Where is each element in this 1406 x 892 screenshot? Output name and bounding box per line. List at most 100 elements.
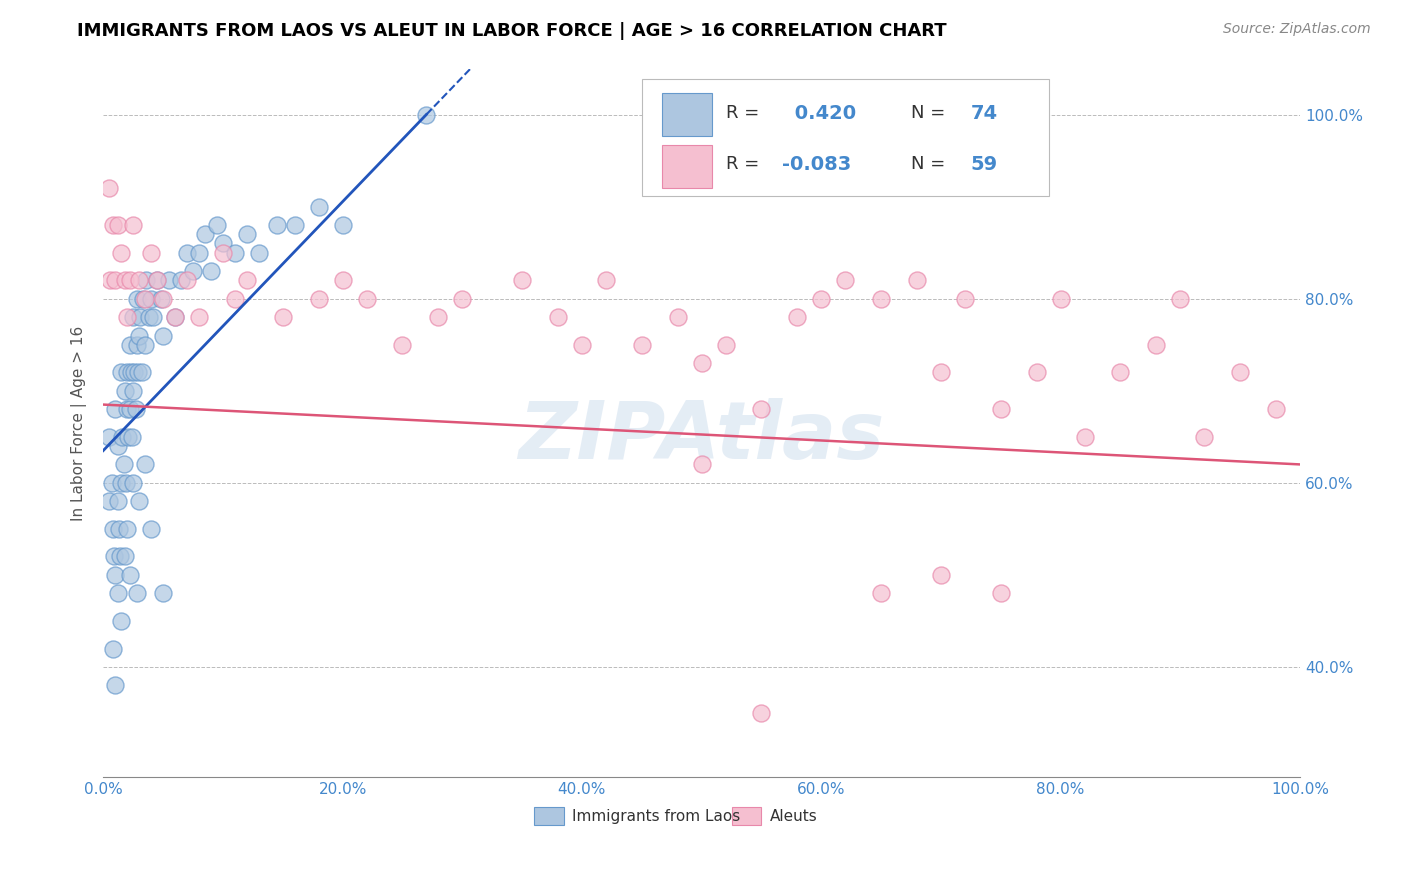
Point <box>751 402 773 417</box>
Point <box>124 365 146 379</box>
Point <box>870 292 893 306</box>
Point <box>224 292 246 306</box>
Point <box>205 218 228 232</box>
Point <box>990 586 1012 600</box>
Point <box>236 273 259 287</box>
Point <box>98 181 121 195</box>
Point <box>101 641 124 656</box>
Point <box>146 273 169 287</box>
Point <box>176 273 198 287</box>
Point <box>131 292 153 306</box>
Text: Immigrants from Laos: Immigrants from Laos <box>572 809 741 824</box>
Point <box>786 310 808 325</box>
Point <box>163 310 186 325</box>
Point <box>104 402 127 417</box>
Point <box>308 292 330 306</box>
Point <box>1170 292 1192 306</box>
Point <box>152 292 174 306</box>
Point <box>929 365 952 379</box>
Point <box>751 706 773 720</box>
FancyBboxPatch shape <box>662 145 713 187</box>
Point <box>128 328 150 343</box>
Point <box>714 337 737 351</box>
Point <box>595 273 617 287</box>
Point <box>100 475 122 490</box>
Point <box>107 494 129 508</box>
Point <box>1265 402 1288 417</box>
Point <box>131 365 153 379</box>
Point <box>427 310 450 325</box>
Point <box>118 568 141 582</box>
Point <box>134 458 156 472</box>
Point <box>118 273 141 287</box>
Point <box>114 273 136 287</box>
Point <box>101 218 124 232</box>
Point <box>332 273 354 287</box>
Point <box>118 402 141 417</box>
Point <box>953 292 976 306</box>
Point <box>149 292 172 306</box>
Point <box>266 218 288 232</box>
Point <box>188 245 211 260</box>
Point <box>224 245 246 260</box>
Point <box>118 337 141 351</box>
Point <box>451 292 474 306</box>
Point <box>571 337 593 351</box>
Point <box>547 310 569 325</box>
Point <box>125 337 148 351</box>
Point <box>114 384 136 398</box>
Point <box>391 337 413 351</box>
Point <box>142 310 165 325</box>
Text: IMMIGRANTS FROM LAOS VS ALEUT IN LABOR FORCE | AGE > 16 CORRELATION CHART: IMMIGRANTS FROM LAOS VS ALEUT IN LABOR F… <box>77 22 948 40</box>
Point <box>1229 365 1251 379</box>
Point <box>122 218 145 232</box>
Point <box>200 264 222 278</box>
Point <box>1194 430 1216 444</box>
Point <box>188 310 211 325</box>
Point <box>104 678 127 692</box>
Point <box>111 430 134 444</box>
Point <box>100 273 122 287</box>
Point <box>163 310 186 325</box>
Point <box>107 218 129 232</box>
Point <box>139 522 162 536</box>
Point <box>124 402 146 417</box>
Point <box>247 245 270 260</box>
Point <box>135 273 157 287</box>
Point <box>125 586 148 600</box>
Point <box>121 430 143 444</box>
Point <box>114 549 136 564</box>
Point <box>101 522 124 536</box>
Point <box>690 458 713 472</box>
Point <box>115 365 138 379</box>
Text: -0.083: -0.083 <box>782 154 851 174</box>
Point <box>152 328 174 343</box>
Point <box>212 236 235 251</box>
Point <box>98 494 121 508</box>
Text: R =: R = <box>725 104 765 122</box>
Point <box>122 384 145 398</box>
Point <box>1144 337 1167 351</box>
Point <box>115 310 138 325</box>
Point <box>110 245 132 260</box>
Point <box>139 292 162 306</box>
Y-axis label: In Labor Force | Age > 16: In Labor Force | Age > 16 <box>72 326 87 521</box>
Point <box>284 218 307 232</box>
Point <box>110 365 132 379</box>
Point <box>104 568 127 582</box>
Point <box>138 310 160 325</box>
Point <box>115 402 138 417</box>
Point <box>122 475 145 490</box>
Text: 0.420: 0.420 <box>787 103 856 123</box>
Text: R =: R = <box>725 155 765 173</box>
Point <box>212 245 235 260</box>
Point <box>117 430 139 444</box>
Point <box>1025 365 1047 379</box>
Text: ZIPAtlas: ZIPAtlas <box>519 398 884 476</box>
FancyBboxPatch shape <box>662 94 713 136</box>
Point <box>112 458 135 472</box>
Point <box>115 522 138 536</box>
Point <box>666 310 689 325</box>
Point <box>415 107 437 121</box>
FancyBboxPatch shape <box>641 79 1049 196</box>
